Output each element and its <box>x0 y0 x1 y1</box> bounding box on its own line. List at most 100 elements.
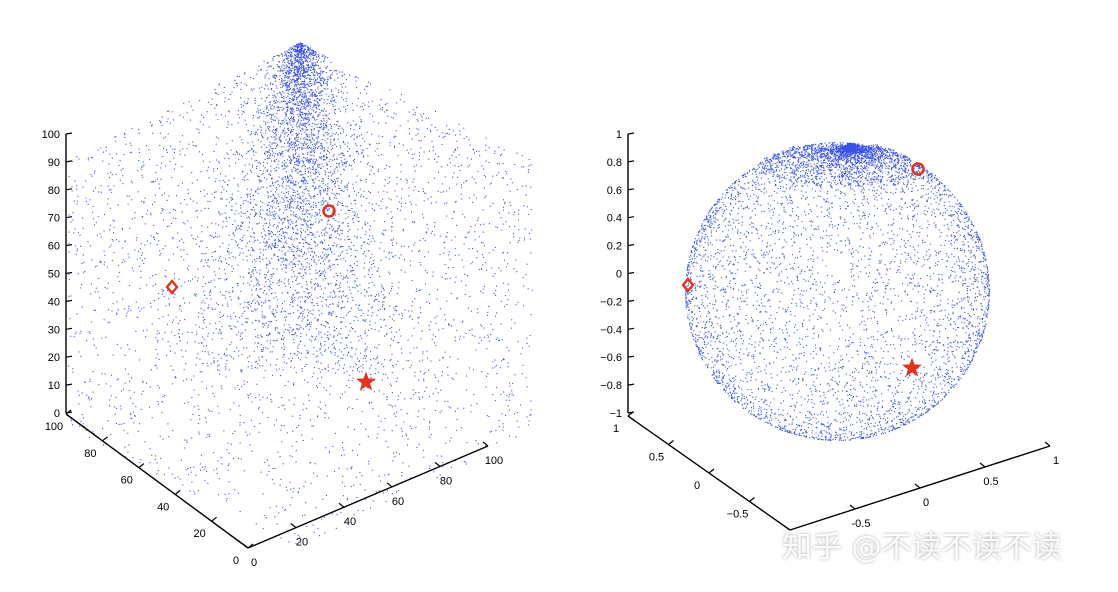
scatter-point <box>386 109 388 111</box>
scatter-point <box>291 67 293 69</box>
scatter-point <box>312 353 314 355</box>
scatter-point <box>303 177 305 179</box>
scatter-point <box>370 267 372 269</box>
scatter-point <box>471 176 473 178</box>
scatter-point <box>292 48 294 50</box>
scatter-point <box>224 493 226 495</box>
scatter-point <box>159 250 161 252</box>
scatter-point <box>266 112 268 114</box>
scatter-point <box>322 114 324 116</box>
scatter-point <box>281 164 283 167</box>
scatter-point <box>149 448 151 450</box>
scatter-point <box>152 275 154 277</box>
scatter-point <box>295 91 297 93</box>
scatter-point <box>356 151 358 153</box>
scatter-point <box>442 462 444 464</box>
scatter-point <box>338 291 340 293</box>
scatter-point <box>297 162 299 164</box>
scatter-point <box>248 361 250 363</box>
scatter-point <box>389 273 391 275</box>
scatter-point <box>117 378 119 380</box>
scatter-point <box>110 171 112 174</box>
scatter-point <box>312 172 314 174</box>
scatter-point <box>159 254 161 256</box>
scatter-point <box>351 270 353 272</box>
scatter-point <box>273 56 275 58</box>
scatter-point <box>460 184 462 186</box>
scatter-point <box>395 102 397 104</box>
scatter-point <box>299 101 302 103</box>
scatter-point <box>213 396 216 398</box>
scatter-point <box>368 268 370 270</box>
scatter-point <box>326 192 328 194</box>
scatter-point <box>127 373 129 375</box>
scatter-point <box>438 171 440 173</box>
scatter-point <box>283 337 285 339</box>
scatter-point <box>299 91 301 93</box>
scatter-point <box>357 97 359 99</box>
scatter-point <box>330 266 332 268</box>
scatter-point <box>511 319 513 321</box>
scatter-point <box>99 260 102 262</box>
scatter-point <box>484 176 487 178</box>
scatter-point <box>266 209 268 211</box>
scatter-point <box>270 118 272 120</box>
scatter-point <box>329 303 331 305</box>
scatter-point <box>122 388 125 390</box>
scatter-point <box>275 97 277 99</box>
scatter-point <box>303 300 305 302</box>
scatter-point <box>298 109 300 111</box>
scatter-point <box>218 160 220 162</box>
scatter-point <box>371 327 373 330</box>
scatter-point <box>240 229 242 231</box>
scatter-point <box>87 203 89 205</box>
scatter-point <box>302 239 304 241</box>
scatter-point <box>317 92 320 95</box>
scatter-point <box>528 345 530 347</box>
scatter-point <box>303 45 305 47</box>
scatter-point <box>280 310 283 312</box>
scatter-point <box>258 394 260 396</box>
scatter-point <box>294 333 296 335</box>
scatter-point <box>510 327 513 329</box>
scatter-point <box>434 158 436 160</box>
scatter-point <box>283 200 285 202</box>
scatter-point <box>204 259 206 261</box>
scatter-point <box>288 278 290 280</box>
scatter-point <box>494 273 496 275</box>
scatter-point <box>280 53 282 55</box>
scatter-point <box>205 326 207 328</box>
scatter-point <box>342 99 344 101</box>
scatter-point <box>526 416 528 418</box>
scatter-point <box>255 319 257 321</box>
scatter-point <box>336 315 338 317</box>
scatter-point <box>280 94 283 96</box>
scatter-point <box>292 120 294 122</box>
scatter-point <box>294 74 296 76</box>
scatter-point <box>287 177 289 179</box>
scatter-point <box>455 276 457 278</box>
scatter-point <box>240 369 242 371</box>
scatter-point <box>318 54 320 56</box>
scatter-point <box>378 330 380 332</box>
scatter-point <box>342 357 344 360</box>
scatter-point <box>308 49 310 51</box>
scatter-point <box>207 365 209 367</box>
scatter-point <box>360 315 362 317</box>
scatter-point <box>164 275 166 277</box>
scatter-point <box>370 169 372 171</box>
scatter-point <box>101 337 103 339</box>
scatter-point <box>117 264 120 266</box>
scatter-point <box>301 160 303 162</box>
scatter-point <box>316 118 318 121</box>
scatter-point <box>318 171 320 173</box>
scatter-point <box>354 235 356 237</box>
scatter-point <box>365 360 367 362</box>
scatter-point <box>304 295 307 298</box>
scatter-point <box>526 337 528 339</box>
scatter-point <box>276 199 278 202</box>
scatter-point <box>457 176 459 178</box>
scatter-point <box>261 356 263 358</box>
scatter-point <box>379 275 381 278</box>
scatter-point <box>494 366 496 368</box>
